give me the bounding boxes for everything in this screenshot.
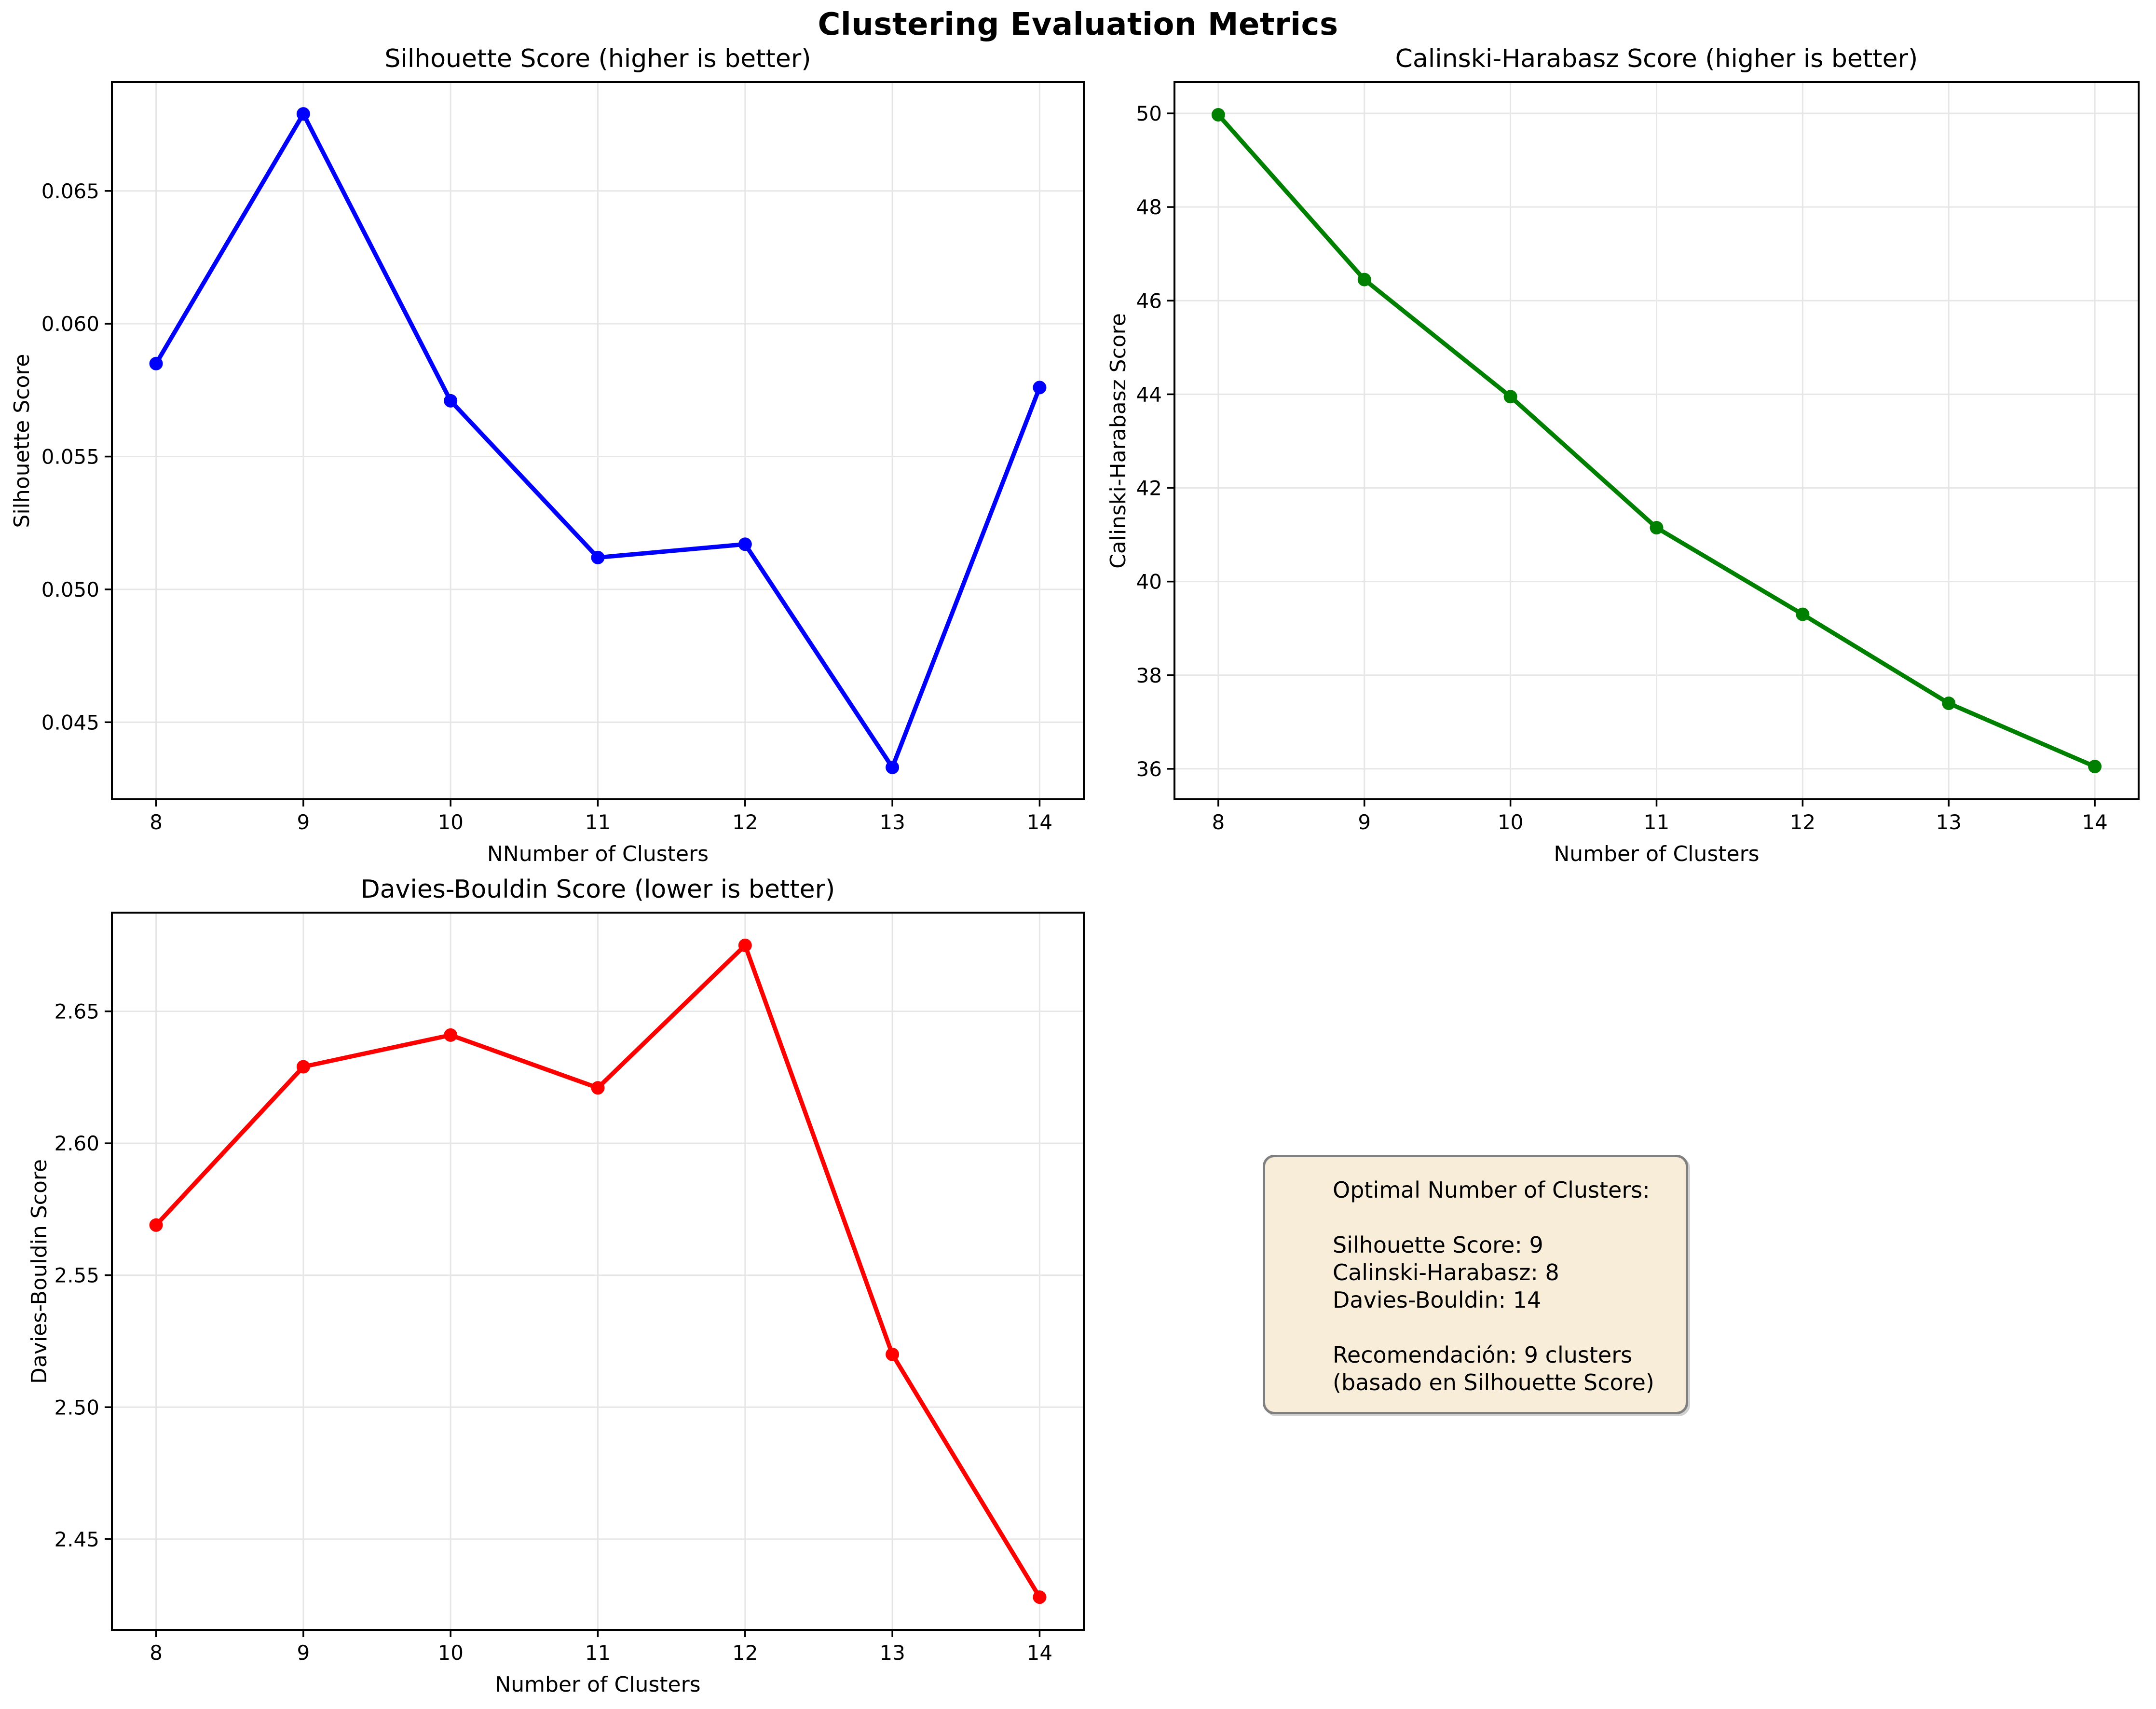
data-point: [1650, 521, 1664, 535]
axes-frame: [1174, 81, 2140, 800]
axes-frame: [111, 81, 1085, 800]
data-point: [149, 356, 163, 370]
note-calinski-optimal: Calinski-Harabasz: 8: [1333, 1259, 1559, 1285]
data-point: [149, 1218, 163, 1232]
data-point: [296, 107, 310, 121]
note-spacer: [1333, 1204, 1677, 1231]
davies-x-axis-label: Number of Clusters: [495, 1672, 701, 1697]
y-tick-label: 0.055: [41, 445, 99, 469]
x-tick-label: 11: [585, 810, 611, 834]
data-point: [591, 550, 605, 564]
x-tick-label: 13: [879, 810, 905, 834]
y-tick-label: 38: [1136, 664, 1162, 687]
calinski-harabasz-chart: Calinski-Harabasz Score (higher is bette…: [1106, 44, 2140, 866]
data-point: [886, 1347, 900, 1361]
y-tick-label: 2.45: [54, 1528, 99, 1551]
data-point: [1942, 697, 1956, 711]
x-tick-label: 10: [437, 810, 463, 834]
data-point: [738, 537, 752, 551]
y-tick-label: 0.045: [41, 711, 99, 734]
calinski-x-axis-label: Number of Clusters: [1554, 842, 1760, 866]
data-point: [1033, 381, 1047, 395]
x-tick-label: 9: [297, 1641, 310, 1665]
x-tick-label: 8: [150, 810, 163, 834]
note-silhouette-optimal: Silhouette Score: 9: [1333, 1232, 1543, 1258]
y-tick-label: 44: [1136, 383, 1162, 406]
y-tick-label: 2.50: [54, 1395, 99, 1419]
x-tick-label: 13: [1936, 810, 1962, 834]
y-tick-label: 2.55: [54, 1264, 99, 1287]
axes-frame: [111, 912, 1085, 1631]
x-tick-label: 12: [1790, 810, 1815, 834]
x-tick-label: 13: [879, 1641, 905, 1665]
x-tick-label: 8: [1212, 810, 1225, 834]
y-tick-label: 42: [1136, 477, 1162, 500]
davies-chart-title: Davies-Bouldin Score (lower is better): [360, 875, 835, 904]
optimal-clusters-note: Optimal Number of Clusters: Silhouette S…: [1263, 1155, 1688, 1414]
x-tick-label: 12: [732, 1641, 758, 1665]
y-tick-label: 46: [1136, 289, 1162, 313]
x-tick-label: 14: [1027, 810, 1052, 834]
note-heading: Optimal Number of Clusters:: [1333, 1177, 1650, 1203]
silhouette-y-axis-label: Silhouette Score: [10, 354, 34, 528]
y-tick-label: 36: [1136, 757, 1162, 781]
silhouette-chart-title: Silhouette Score (higher is better): [384, 44, 811, 73]
y-tick-label: 2.65: [54, 1000, 99, 1024]
x-tick-label: 11: [1644, 810, 1669, 834]
calinski-plot-area: 8 9 10 11 12 13 14 36 38 40 42 44 46 48 50: [1136, 81, 2140, 834]
data-point: [444, 394, 458, 408]
note-davies-optimal: Davies-Bouldin: 14: [1333, 1287, 1542, 1313]
data-point: [444, 1028, 458, 1042]
x-tick-label: 14: [2082, 810, 2107, 834]
calinski-chart-title: Calinski-Harabasz Score (higher is bette…: [1395, 44, 1918, 73]
x-tick-label: 9: [297, 810, 310, 834]
silhouette-chart: Silhouette Score (higher is better) 8 9 10…: [10, 44, 1085, 866]
x-tick-label: 12: [732, 810, 758, 834]
y-tick-label: 48: [1136, 195, 1162, 219]
y-tick-label: 50: [1136, 102, 1162, 125]
x-tick-label: 10: [1498, 810, 1523, 834]
data-point: [296, 1060, 310, 1074]
davies-plot-area: 8 9 10 11 12 13 14 2.45 2.50 2.55 2.60 2.65: [54, 912, 1085, 1665]
note-spacer: [1333, 1314, 1677, 1341]
data-point: [1503, 390, 1517, 404]
note-recommendation: Recomendación: 9 clusters: [1333, 1342, 1633, 1368]
davies-y-axis-label: Davies-Bouldin Score: [27, 1159, 52, 1384]
x-tick-label: 14: [1027, 1641, 1052, 1665]
data-point: [591, 1081, 605, 1095]
y-tick-label: 0.060: [41, 312, 99, 336]
data-point: [1357, 273, 1371, 287]
figure-title: Clustering Evaluation Metrics: [818, 7, 1338, 42]
data-point: [1796, 607, 1810, 621]
y-tick-label: 0.050: [41, 578, 99, 602]
data-point: [2088, 760, 2102, 774]
davies-bouldin-chart: Davies-Bouldin Score (lower is better) 8…: [27, 875, 1085, 1697]
x-tick-label: 10: [437, 1641, 463, 1665]
silhouette-plot-area: 8 9 10 11 12 13 14 0.045 0.050 0.055 0.060 0.065: [41, 81, 1085, 834]
data-point: [1211, 108, 1225, 122]
x-tick-label: 8: [150, 1641, 163, 1665]
y-tick-label: 2.60: [54, 1132, 99, 1155]
y-tick-label: 40: [1136, 570, 1162, 594]
data-point: [738, 938, 752, 952]
calinski-y-axis-label: Calinski-Harabasz Score: [1106, 313, 1131, 569]
silhouette-x-axis-label: NNumber of Clusters: [487, 842, 709, 866]
x-tick-label: 9: [1358, 810, 1371, 834]
data-point: [886, 760, 900, 774]
note-recommendation-basis: (basado en Silhouette Score): [1333, 1369, 1654, 1395]
y-tick-label: 0.065: [41, 179, 99, 203]
data-point: [1033, 1590, 1047, 1604]
x-tick-label: 11: [585, 1641, 611, 1665]
